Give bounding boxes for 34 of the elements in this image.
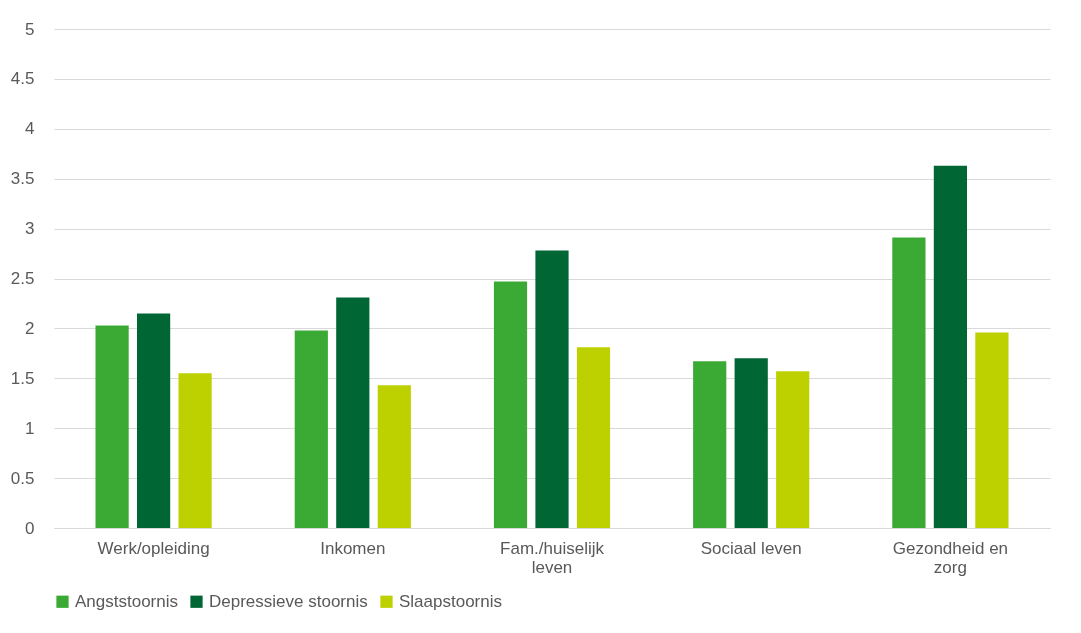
bar <box>693 361 727 528</box>
y-tick-label: 5 <box>25 19 35 39</box>
bar <box>933 165 967 528</box>
bar <box>294 330 328 528</box>
x-tick-label: Fam./huiselijk leven <box>500 538 605 577</box>
y-tick-label: 4 <box>25 119 35 139</box>
x-tick-label: Sociaal leven <box>700 538 802 558</box>
y-tick-label: 0.5 <box>10 468 35 488</box>
bar <box>137 313 171 528</box>
bar <box>776 371 810 528</box>
legend-label: Angststoornis <box>75 591 178 611</box>
y-tick-label: 4.5 <box>10 69 35 89</box>
y-tick-label: 1.5 <box>10 368 35 388</box>
bar <box>493 281 528 528</box>
y-tick-label: 2 <box>25 318 35 338</box>
bar <box>535 250 569 528</box>
y-tick-label: 0 <box>25 518 35 538</box>
bar <box>377 385 411 528</box>
bar <box>734 358 768 528</box>
legend-label: Slaapstoornis <box>399 591 503 611</box>
y-tick-label: 3 <box>25 219 35 239</box>
y-tick-label: 3.5 <box>10 169 35 189</box>
bar <box>336 297 370 528</box>
bar <box>892 237 926 528</box>
x-tick-label: Werk/opleiding <box>97 538 210 558</box>
bar <box>178 373 212 528</box>
x-tick-label: Inkomen <box>320 538 386 558</box>
y-tick-label: 2.5 <box>10 269 35 288</box>
legend-label: Depressieve stoornis <box>209 591 368 611</box>
bar <box>576 347 611 528</box>
bar <box>95 325 129 528</box>
bar <box>975 332 1009 528</box>
x-tick-label: Gezondheid en zorg <box>892 538 1009 577</box>
y-tick-label: 1 <box>25 418 35 438</box>
